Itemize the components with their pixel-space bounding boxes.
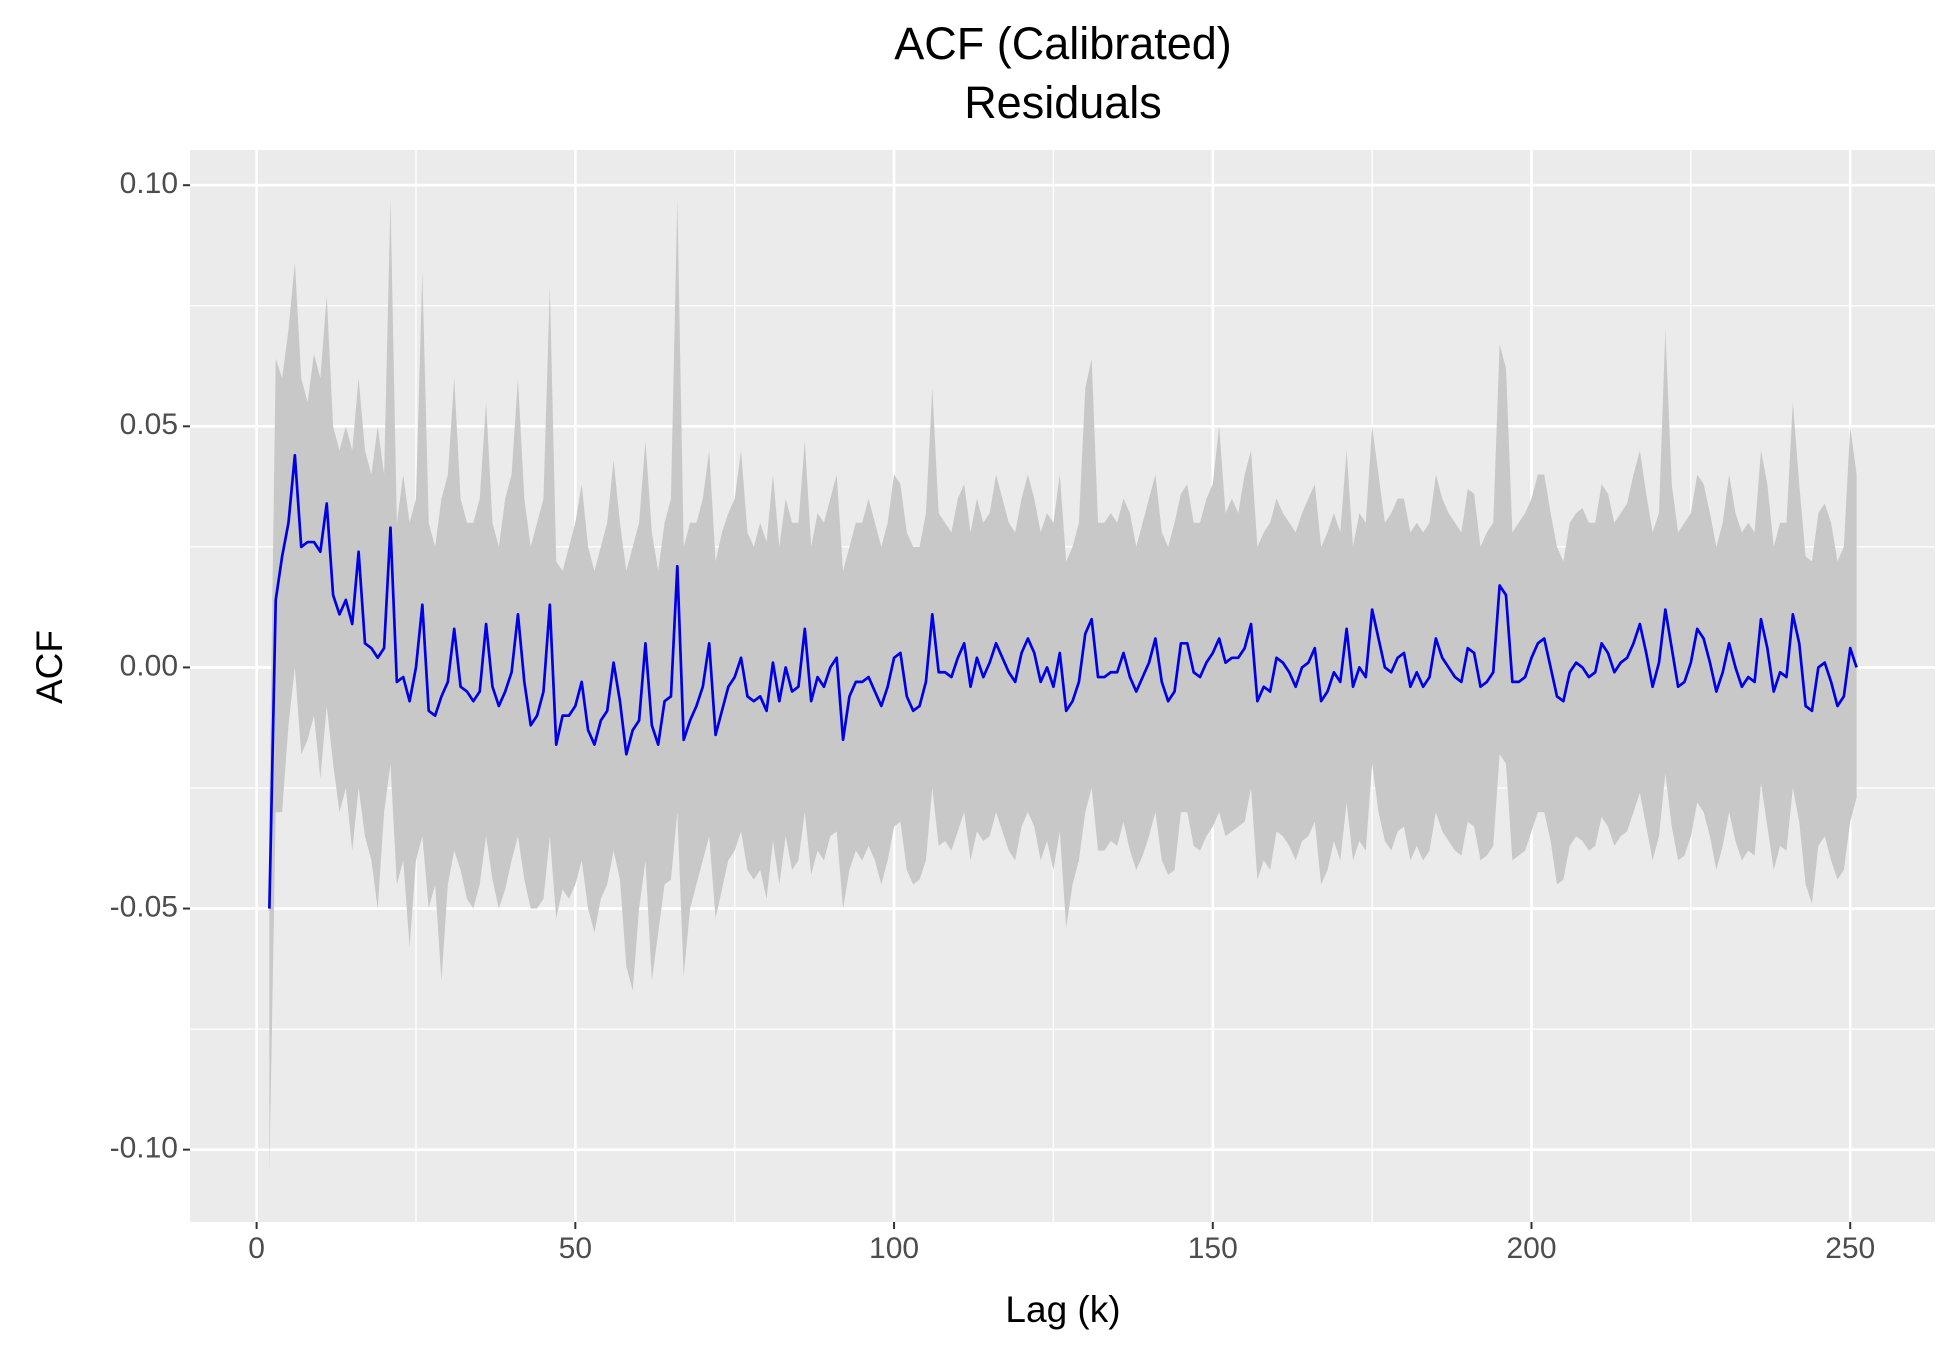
x-axis-title: Lag (k)	[1005, 1289, 1120, 1330]
x-tick-label: 150	[1188, 1232, 1238, 1265]
x-tick-label: 100	[869, 1232, 919, 1265]
y-tick-label: 0.05	[120, 408, 178, 441]
y-axis-title: ACF	[29, 630, 70, 704]
x-tick-label: 250	[1825, 1232, 1875, 1265]
y-tick-label: -0.10	[110, 1132, 178, 1165]
x-tick-label: 0	[248, 1232, 265, 1265]
chart-title: Residuals	[964, 77, 1162, 128]
x-tick-label: 200	[1506, 1232, 1556, 1265]
x-tick-label: 50	[559, 1232, 592, 1265]
chart-title: ACF (Calibrated)	[894, 18, 1232, 69]
acf-line	[268, 453, 1858, 909]
y-tick-label: -0.05	[110, 890, 178, 923]
y-tick-label: 0.00	[120, 649, 178, 682]
y-tick-label: 0.10	[120, 167, 178, 200]
